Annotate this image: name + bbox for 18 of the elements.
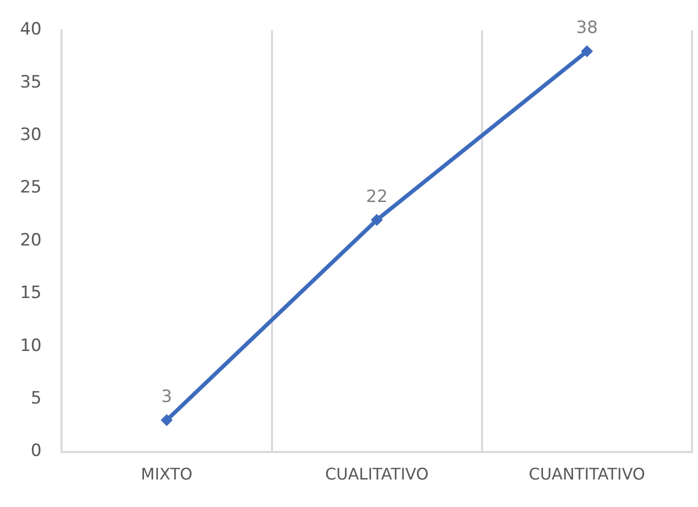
x-tick-label: MIXTO [140,464,192,484]
y-tick-label: 15 [20,283,42,304]
point [580,45,593,58]
x-tick-label: CUANTITATIVO [528,464,646,484]
y-tick-label: 40 [20,20,42,40]
data-label: 38 [576,18,598,38]
point [370,214,383,226]
y-tick-label: 25 [20,178,42,198]
point [160,414,173,426]
y-tick-label: 30 [20,125,42,146]
x-tick-label: CUALITATIVO [325,464,429,484]
y-tick-label: 20 [20,230,42,250]
data-label: 3 [161,387,172,408]
y-tick-label: 0 [30,441,42,462]
y-tick-label: 35 [20,72,42,92]
y-tick-label: 5 [30,388,42,409]
data-label: 22 [366,186,388,207]
y-tick-label: 10 [20,336,42,356]
